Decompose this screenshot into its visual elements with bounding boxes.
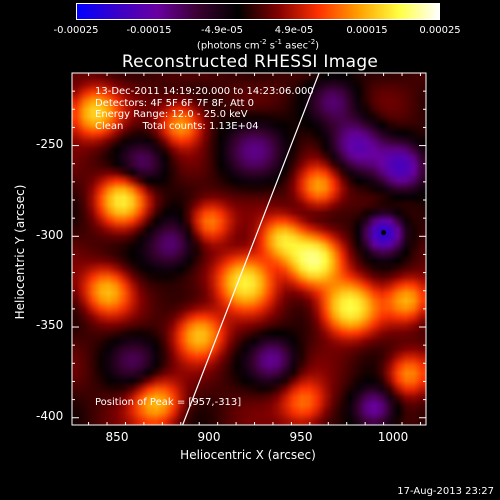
x-tick-label: 850 (105, 430, 129, 444)
chart-title: Reconstructed RHESSI Image (121, 52, 379, 72)
render-timestamp: 17-Aug-2013 23:27 (397, 486, 494, 497)
observation-info: 13-Dec-2011 14:19:20.000 to 14:23:06.000… (95, 86, 314, 132)
colorbar-tick: -4.9e-05 (201, 25, 243, 36)
colorbar-unit: (photons cm-2 s-1 asec-2) (196, 38, 320, 52)
colorbar-tick: -0.00015 (126, 25, 172, 36)
plot-frame (71, 72, 427, 426)
axis-ticks (72, 72, 426, 425)
colorbar-tick: 4.9e-05 (274, 25, 314, 36)
colorbar-tick: 0.00025 (419, 25, 461, 36)
limb-line (182, 73, 320, 425)
clean-counts: Clean Total counts: 1.13E+04 (95, 120, 259, 132)
peak-position: Position of Peak = [957,-313] (95, 397, 242, 408)
y-tick-label: -400 (36, 409, 64, 423)
y-axis-label: Heliocentric Y (arcsec) (13, 184, 27, 320)
x-tick-label: 900 (197, 430, 221, 444)
y-tick-label: -300 (36, 228, 64, 242)
x-tick-label: 1000 (377, 430, 409, 444)
y-tick-label: -350 (36, 318, 64, 332)
y-tick-label: -250 (36, 137, 64, 151)
colorbar-tick: 0.00015 (346, 25, 388, 36)
x-tick-label: 950 (289, 430, 313, 444)
peak-marker (381, 230, 387, 236)
colorbar (76, 3, 440, 20)
colorbar-tick: -0.00025 (53, 25, 99, 36)
heatmap-image (72, 73, 426, 425)
time-range: 13-Dec-2011 14:19:20.000 to 14:23:06.000 (95, 86, 314, 97)
x-axis-label: Heliocentric X (arcsec) (180, 448, 316, 462)
energy-range: Energy Range: 12.0 - 25.0 keV (95, 109, 248, 120)
detectors: Detectors: 4F 5F 6F 7F 8F, Att 0 (95, 97, 255, 109)
